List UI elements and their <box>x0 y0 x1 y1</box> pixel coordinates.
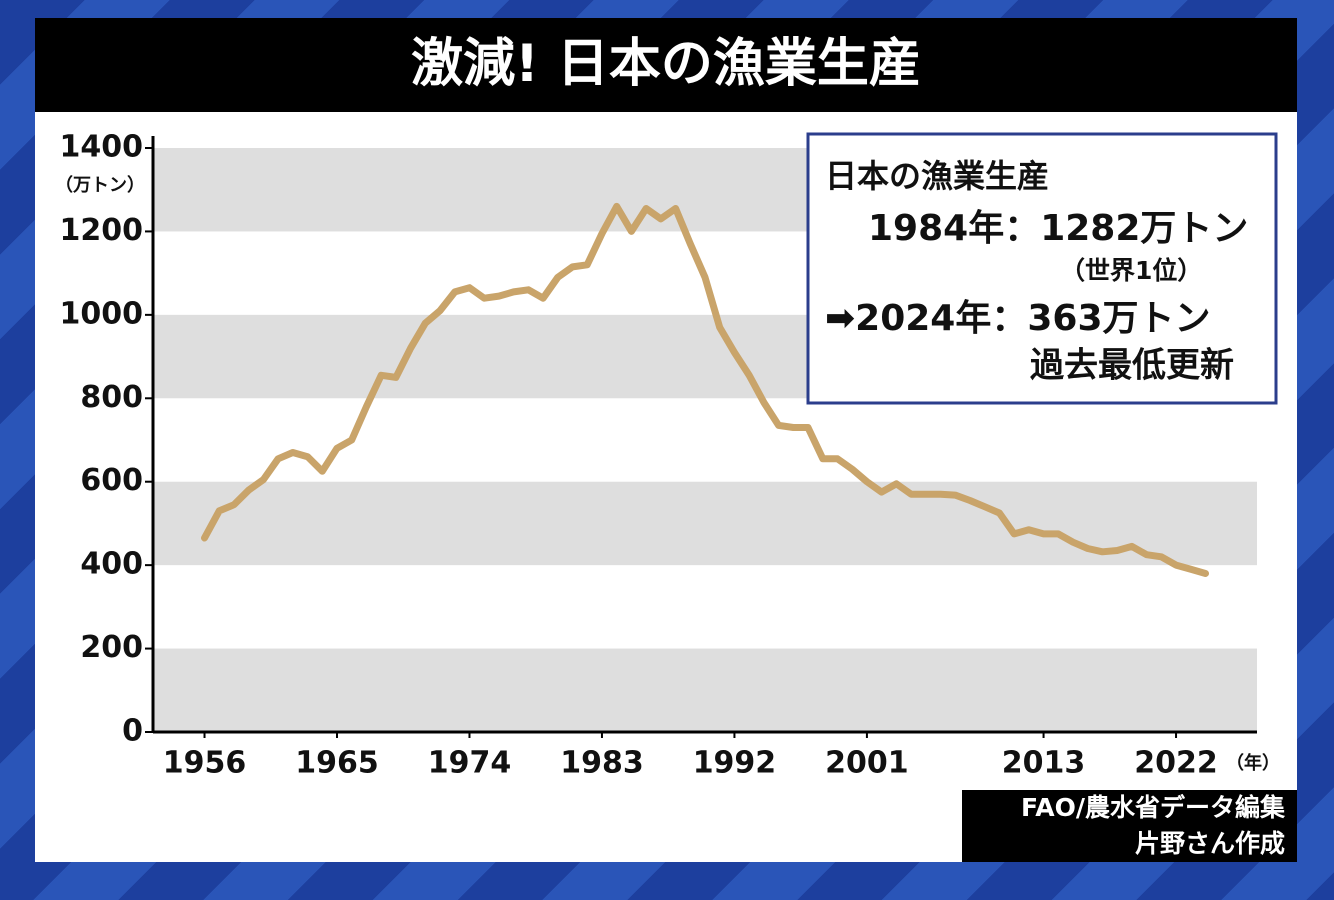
source-text: 片野さん作成 <box>1135 829 1285 858</box>
y-tick-label: 1400 <box>60 130 144 165</box>
annotation-text: 過去最低更新 <box>1030 346 1234 386</box>
x-unit: （年） <box>1226 752 1280 774</box>
x-tick-label: 2013 <box>1002 746 1086 781</box>
x-tick-label: 1956 <box>163 746 247 781</box>
y-tick-label: 600 <box>80 463 143 498</box>
grid-band <box>153 648 1257 732</box>
x-tick-label: 2022 <box>1134 746 1218 781</box>
grid-band <box>153 481 1257 566</box>
annotation-text: ➡2024年：363万トン <box>825 298 1211 339</box>
chart-title: 激減! 日本の漁業生産 <box>411 34 921 94</box>
y-tick-label: 1200 <box>60 213 144 248</box>
title-bar <box>35 18 1297 112</box>
data-line <box>201 202 1209 577</box>
source-box <box>962 790 1297 862</box>
y-tick-label: 0 <box>122 714 143 749</box>
x-tick-label: 1965 <box>295 746 379 781</box>
annotation-box <box>806 132 1278 405</box>
x-tick-label: 1974 <box>428 746 512 781</box>
source-text: FAO/農水省データ編集 <box>1021 793 1286 822</box>
y-tick-label: 400 <box>80 547 143 582</box>
x-tick-label: 1983 <box>560 746 644 781</box>
annotation-text: 日本の漁業生産 <box>825 157 1049 195</box>
annotation-text: （世界1位） <box>1060 256 1202 285</box>
y-unit: （万トン） <box>55 175 145 196</box>
y-tick-label: 200 <box>80 630 143 665</box>
x-tick-label: 2001 <box>825 746 909 781</box>
y-tick-label: 1000 <box>60 296 144 331</box>
annotation-text: 1984年：1282万トン <box>868 208 1248 249</box>
x-tick-label: 1992 <box>693 746 777 781</box>
y-tick-label: 800 <box>80 380 143 415</box>
